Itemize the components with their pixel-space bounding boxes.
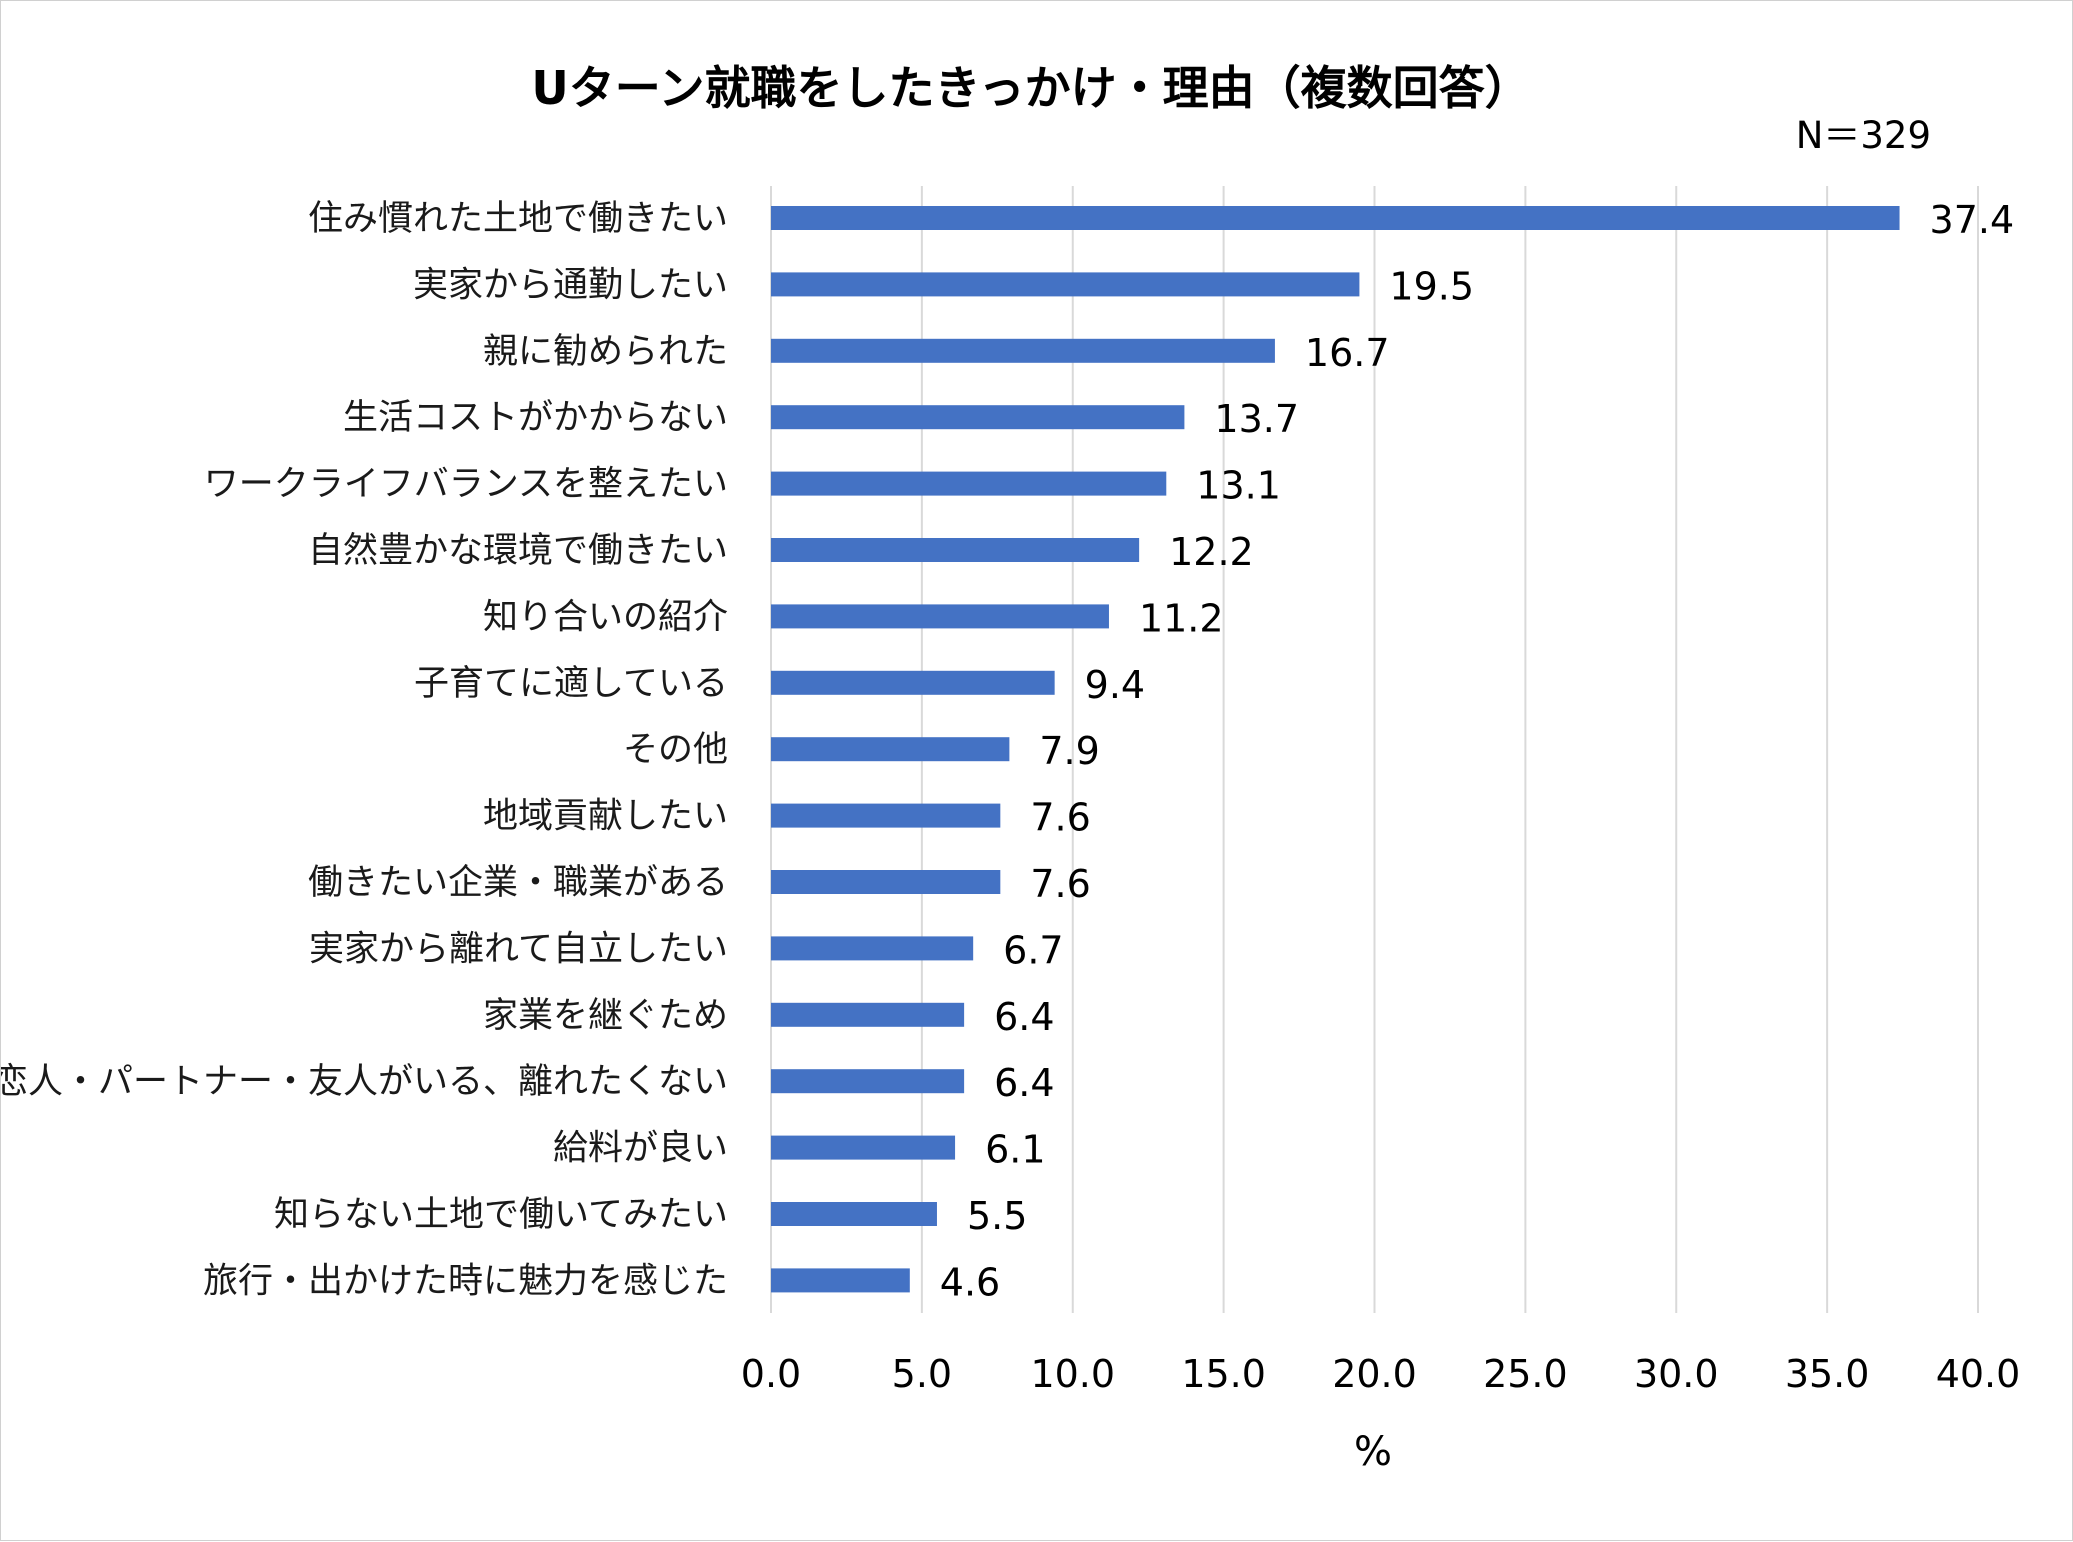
- category-label: ワークライフバランスを整えたい: [204, 465, 728, 505]
- bar: [771, 206, 1900, 230]
- value-label: 13.1: [1196, 464, 1281, 508]
- gridlines: [770, 186, 1979, 1313]
- bar: [771, 670, 1055, 695]
- category-label: 働きたい企業・職業がある: [308, 863, 728, 903]
- value-label: 13.7: [1214, 397, 1299, 441]
- x-tick-label: 0.0: [741, 1352, 801, 1396]
- bar: [771, 1268, 910, 1293]
- bar: [771, 538, 1140, 562]
- bar: [771, 870, 1001, 894]
- x-tick-label: 30.0: [1634, 1352, 1719, 1396]
- x-tick-label: 20.0: [1332, 1352, 1417, 1396]
- category-label: 実家から離れて自立したい: [309, 929, 728, 969]
- bar: [771, 338, 1275, 363]
- x-tick-label: 10.0: [1030, 1352, 1115, 1396]
- x-tick-label: 15.0: [1181, 1352, 1266, 1396]
- bar: [771, 936, 974, 961]
- bar: [771, 1202, 937, 1226]
- bar: [771, 1069, 965, 1094]
- value-label: 7.6: [1030, 862, 1090, 906]
- value-label: 6.4: [994, 1061, 1054, 1105]
- bar: [771, 1002, 965, 1027]
- x-tick-label: 5.0: [892, 1352, 952, 1396]
- category-label: 子育てに適している: [414, 664, 728, 704]
- category-label: 親に勧められた: [483, 332, 728, 372]
- bar: [771, 471, 1167, 496]
- bar: [771, 405, 1185, 430]
- category-labels: 住み慣れた土地で働きたい実家から通勤したい親に勧められた生活コストがかからないワ…: [1, 199, 728, 1301]
- bar: [771, 803, 1001, 828]
- x-tick-label: 35.0: [1785, 1352, 1870, 1396]
- value-label: 16.7: [1305, 331, 1390, 375]
- sample-size-note: N＝329: [1796, 114, 1931, 157]
- category-label: 知らない土地で働いてみたい: [274, 1195, 728, 1235]
- value-label: 6.7: [1003, 928, 1063, 972]
- value-label: 7.9: [1039, 729, 1099, 773]
- chart-title: Uターン就職をしたきっかけ・理由（複数回答）: [531, 61, 1530, 115]
- value-label: 11.2: [1139, 596, 1224, 640]
- bars: [771, 206, 1900, 1293]
- value-label: 5.5: [967, 1194, 1027, 1238]
- category-label: 家業を継ぐため: [483, 996, 728, 1036]
- bar: [771, 272, 1360, 297]
- value-label: 4.6: [940, 1260, 1000, 1304]
- x-tick-label: 40.0: [1936, 1352, 2021, 1396]
- x-axis-label: %: [1354, 1429, 1392, 1475]
- bar: [771, 604, 1109, 629]
- value-label: 37.4: [1930, 198, 2015, 242]
- value-label: 19.5: [1389, 264, 1474, 308]
- bar: [771, 1135, 956, 1160]
- category-label: 旅行・出かけた時に魅力を感じた: [203, 1261, 728, 1301]
- category-label: 実家から通勤したい: [413, 265, 728, 305]
- category-label: 生活コストがかからない: [343, 398, 728, 438]
- value-label: 12.2: [1169, 530, 1254, 574]
- category-label: 知り合いの紹介: [483, 597, 728, 637]
- value-label: 6.1: [985, 1128, 1045, 1172]
- value-label: 9.4: [1085, 663, 1145, 707]
- category-label: その他: [623, 730, 728, 770]
- value-label: 7.6: [1030, 796, 1090, 840]
- category-label: 地域貢献したい: [483, 797, 728, 837]
- category-label: 自然豊かな環境で働きたい: [308, 531, 728, 571]
- category-label: 住み慣れた土地で働きたい: [308, 199, 728, 239]
- x-tick-label: 25.0: [1483, 1352, 1568, 1396]
- value-labels: 37.4 19.5 16.713.7 13.1 12.2 11.2 9.4 7.9 7.6 7.6…: [940, 198, 2014, 1304]
- x-tick-labels: 0.0 5.0 10.0 15.0 20.0 25.0 30.0 35.0 40.0: [741, 1352, 2021, 1396]
- category-label: 恋人・パートナー・友人がいる、離れたくない: [1, 1062, 728, 1102]
- bar: [771, 737, 1010, 762]
- value-label: 6.4: [994, 995, 1054, 1039]
- category-label: 給料が良い: [553, 1129, 728, 1169]
